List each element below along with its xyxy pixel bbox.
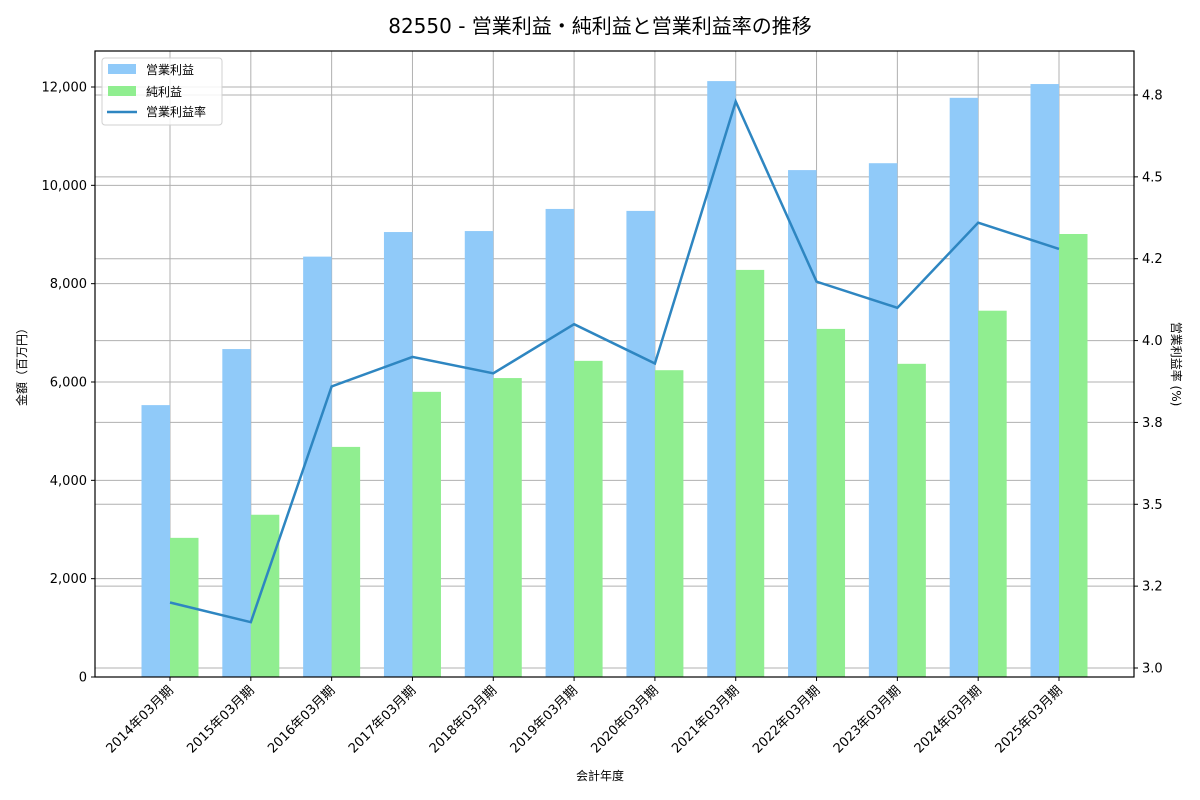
svg-text:2024年03月期: 2024年03月期 [912,683,985,756]
svg-text:2017年03月期: 2017年03月期 [346,683,419,756]
svg-text:4,000: 4,000 [50,474,87,489]
svg-text:4.0: 4.0 [1142,334,1163,349]
svg-text:3.5: 3.5 [1142,498,1163,513]
operating-margin-line [169,98,1060,624]
bar-net-profit [250,514,280,677]
bar-operating-profit [626,210,655,677]
bar-net-profit [978,310,1007,677]
y-axis-left: 0 2,000 4,000 6,000 8,000 10,000 12,000 [42,81,95,686]
bar-operating-profit [949,97,979,678]
svg-text:3.8: 3.8 [1142,416,1163,431]
bar-net-profit [1059,234,1088,677]
svg-text:2020年03月期: 2020年03月期 [588,683,661,756]
bar-operating-profit [707,81,736,678]
bar-net-profit [654,370,684,677]
svg-text:2023年03月期: 2023年03月期 [831,683,904,756]
svg-text:営業利益率: 営業利益率 [146,104,206,119]
svg-text:2014年03月期: 2014年03月期 [104,683,177,756]
bar-operating-profit [1030,84,1059,678]
chart-title: 82550 - 営業利益・純利益と営業利益率の推移 [388,14,812,38]
svg-text:2025年03月期: 2025年03月期 [993,683,1066,756]
svg-text:0: 0 [79,671,87,686]
bar-operating-profit [545,208,575,677]
x-axis-title: 会計年度 [576,768,624,783]
bar-net-profit [331,446,361,677]
svg-text:12,000: 12,000 [42,81,88,96]
svg-text:純利益: 純利益 [146,85,182,99]
bar-net-profit [816,328,846,677]
bars [141,81,1088,678]
bar-net-profit [735,269,765,677]
bar-net-profit [897,363,926,677]
svg-text:3.2: 3.2 [1142,580,1163,595]
plot-frame [94,50,1135,678]
svg-text:10,000: 10,000 [42,179,88,194]
bar-net-profit [412,391,441,677]
svg-text:2021年03月期: 2021年03月期 [669,683,742,756]
bar-operating-profit [464,231,494,677]
x-axis: 2014年03月期 2015年03月期 2016年03月期 2017年03月期 2018… [104,677,1066,757]
bar-net-profit [493,378,522,677]
bar-operating-profit [868,163,898,678]
y-axis-title: 金額（百万円） [14,322,29,406]
y-axis-right: 3.0 3.2 3.5 3.8 4.0 4.2 4.5 4.8 [1134,89,1163,677]
bar-operating-profit [303,256,332,677]
bar-operating-profit [788,170,817,677]
svg-text:6,000: 6,000 [50,376,87,391]
svg-text:4.8: 4.8 [1142,89,1163,104]
svg-text:2018年03月期: 2018年03月期 [427,683,500,756]
bar-operating-profit [383,232,413,677]
y2-axis-title: 営業利益率 (%) [1169,322,1184,407]
bar-operating-profit [222,349,251,677]
svg-text:2022年03月期: 2022年03月期 [750,683,823,756]
svg-text:2016年03月期: 2016年03月期 [265,683,338,756]
bar-operating-profit [141,405,170,677]
svg-text:4.5: 4.5 [1142,170,1163,185]
bar-net-profit [574,360,603,677]
svg-text:2019年03月期: 2019年03月期 [508,683,581,756]
svg-text:8,000: 8,000 [50,277,87,292]
svg-text:2,000: 2,000 [50,572,87,587]
svg-text:3.0: 3.0 [1142,662,1163,677]
svg-text:4.2: 4.2 [1142,252,1163,267]
svg-text:2015年03月期: 2015年03月期 [184,683,257,756]
svg-text:営業利益: 営業利益 [146,63,194,77]
